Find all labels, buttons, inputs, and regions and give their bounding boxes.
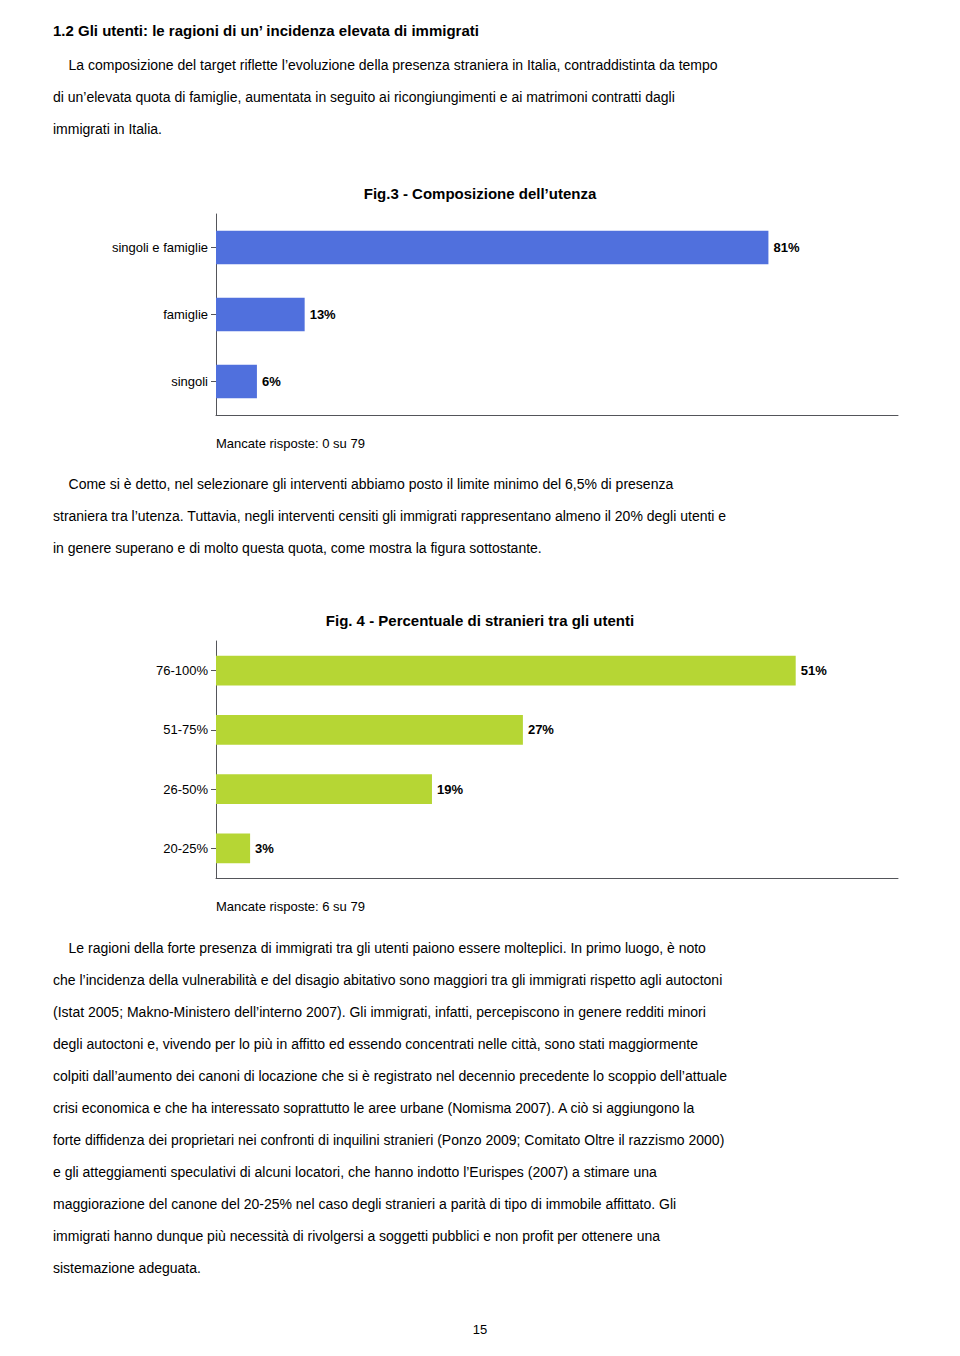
svg-text:sistemazione adeguata.: sistemazione adeguata. bbox=[53, 1260, 201, 1276]
svg-text:81%: 81% bbox=[773, 240, 799, 255]
svg-text:Fig.3 - Composizione dell’uten: Fig.3 - Composizione dell’utenza bbox=[364, 185, 597, 202]
svg-text:singoli e famiglie: singoli e famiglie bbox=[112, 240, 208, 255]
svg-text:e gli atteggiamenti speculativ: e gli atteggiamenti speculativi di alcun… bbox=[53, 1164, 657, 1180]
svg-text:6%: 6% bbox=[262, 374, 281, 389]
svg-text:51%: 51% bbox=[801, 663, 827, 678]
svg-text:di un’elevata quota di famigli: di un’elevata quota di famiglie, aumenta… bbox=[53, 89, 675, 105]
svg-text:26-50%: 26-50% bbox=[163, 782, 208, 797]
svg-text:51-75%: 51-75% bbox=[163, 722, 208, 737]
svg-text:19%: 19% bbox=[437, 782, 463, 797]
svg-text:immigrati in Italia.: immigrati in Italia. bbox=[53, 121, 162, 137]
svg-text:crisi economica e che ha inter: crisi economica e che ha interessato sop… bbox=[53, 1100, 694, 1116]
svg-text:Fig. 4 - Percentuale di strani: Fig. 4 - Percentuale di stranieri tra gl… bbox=[326, 612, 634, 629]
svg-text:27%: 27% bbox=[528, 722, 554, 737]
svg-text:20-25%: 20-25% bbox=[163, 841, 208, 856]
svg-text:che l’incidenza della vulnerab: che l’incidenza della vulnerabilità e de… bbox=[53, 972, 722, 988]
svg-text:15: 15 bbox=[473, 1322, 487, 1337]
svg-text:straniera tra l’utenza. Tuttav: straniera tra l’utenza. Tuttavia, negli … bbox=[53, 508, 726, 524]
svg-text:76-100%: 76-100% bbox=[156, 663, 208, 678]
svg-text:Le ragioni della forte presenz: Le ragioni della forte presenza di immig… bbox=[53, 940, 706, 956]
svg-text:(Istat 2005; Makno-Ministero d: (Istat 2005; Makno-Ministero dell’intern… bbox=[53, 1004, 706, 1020]
svg-text:forte diffidenza dei proprieta: forte diffidenza dei proprietari nei con… bbox=[53, 1132, 724, 1148]
svg-text:colpiti dall’aumento dei canon: colpiti dall’aumento dei canoni di locaz… bbox=[53, 1068, 727, 1084]
svg-text:in genere superano e di molto: in genere superano e di molto questa quo… bbox=[53, 540, 542, 556]
svg-text:La composizione del target rif: La composizione del target riflette l’ev… bbox=[53, 57, 718, 73]
svg-text:famiglie: famiglie bbox=[163, 307, 208, 322]
svg-text:13%: 13% bbox=[310, 307, 336, 322]
svg-text:Come si è detto, nel seleziona: Come si è detto, nel selezionare gli int… bbox=[53, 476, 673, 492]
svg-text:Mancate risposte: 6 su 79: Mancate risposte: 6 su 79 bbox=[216, 899, 365, 914]
svg-text:3%: 3% bbox=[255, 841, 274, 856]
svg-text:degli autoctoni e, vivendo per: degli autoctoni e, vivendo per lo più in… bbox=[53, 1036, 698, 1052]
svg-text:1.2 Gli utenti: le ragioni di: 1.2 Gli utenti: le ragioni di un’ incide… bbox=[53, 22, 479, 39]
svg-text:immigrati hanno dunque più nec: immigrati hanno dunque più necessità di … bbox=[53, 1228, 660, 1244]
svg-text:Mancate risposte: 0 su 79: Mancate risposte: 0 su 79 bbox=[216, 436, 365, 451]
svg-text:maggiorazione del canone del 2: maggiorazione del canone del 20-25% nel … bbox=[53, 1196, 676, 1212]
svg-text:singoli: singoli bbox=[171, 374, 208, 389]
